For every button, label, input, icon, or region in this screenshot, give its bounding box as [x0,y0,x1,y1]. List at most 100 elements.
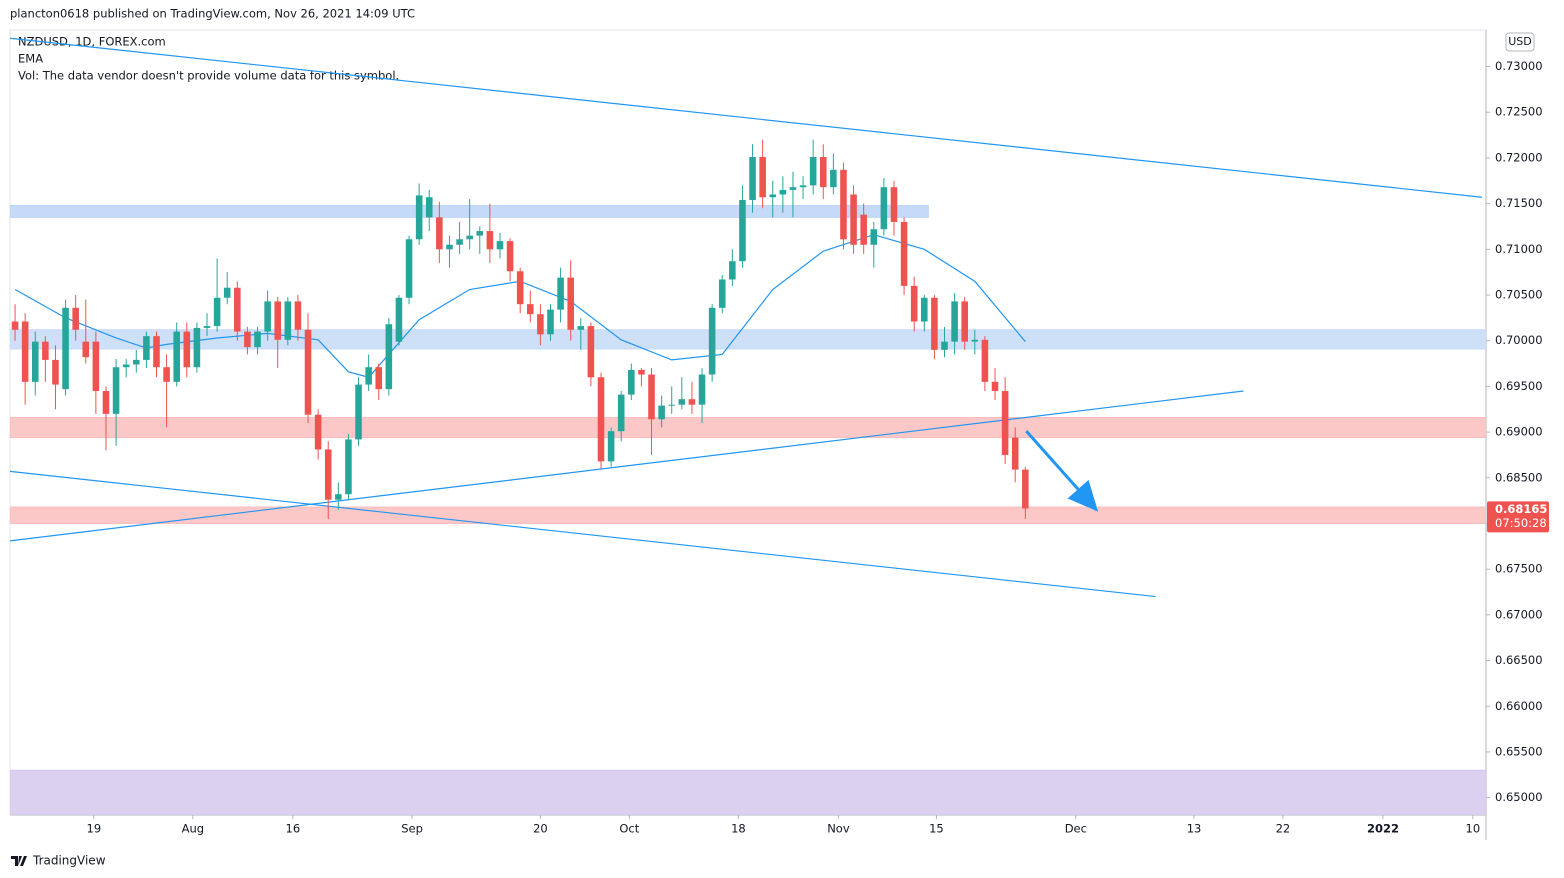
candle-body [385,324,393,390]
arrow-shaft [1025,430,1080,491]
ema-line [14,234,1026,378]
candle-body [577,326,585,330]
candle-body [496,241,504,250]
x-tick-label: Dec [1065,822,1087,836]
candle-body [11,321,19,330]
candle-body [112,367,120,414]
candle-body [607,431,615,462]
candle-body [678,399,686,405]
brand: TradingView [11,854,106,868]
candle-body [628,369,635,395]
x-tick-label: 13 [1187,822,1202,836]
candle-body [72,307,79,330]
x-tick-label: 15 [929,822,944,836]
y-tick-label: 0.72500 [1495,105,1543,119]
y-tick-label: 0.69500 [1495,379,1543,393]
candle-body [21,321,29,382]
y-tick-label: 0.65000 [1495,790,1543,804]
currency-label[interactable]: USD [1508,35,1532,48]
candle-body [900,221,908,286]
candle-body [335,494,342,500]
x-tick-label: 2022 [1367,822,1399,836]
last-price-badge [1487,501,1549,533]
x-tick-label: 19 [87,822,102,836]
x-tick-label: 18 [731,822,746,836]
last-price-label: 0.68165 [1495,502,1547,516]
candle-body [638,369,645,375]
candle-body [516,271,524,305]
candle-body [809,157,817,186]
currency-box[interactable] [1505,32,1535,52]
candle-body [133,359,140,365]
candle-body [203,326,211,328]
trendline [10,37,1483,198]
candle-body [193,327,201,368]
x-tick-label: Nov [827,822,850,836]
published-note: plancton0618 published on TradingView.co… [10,7,415,21]
trendline [10,390,1244,542]
candle-body [1011,437,1019,470]
volume-note: Vol: The data vendor doesn't provide vol… [18,69,399,83]
candle-body [365,367,372,385]
arrow-head [1067,479,1099,512]
y-tick-label: 0.73000 [1495,59,1543,73]
y-tick-label: 0.66000 [1495,699,1543,713]
zone [10,506,1486,524]
candle-body [506,241,514,272]
candle-body [567,277,574,330]
candle-body [234,287,241,332]
candle-body [910,285,918,322]
candle-body [789,187,797,190]
candle-body [405,239,413,298]
candle-body [345,439,352,495]
candle-body [466,235,473,240]
candle-body [941,341,948,350]
candle-body [648,374,655,420]
candle-body [769,194,777,198]
candle-body [244,331,251,348]
y-tick-label: 0.70000 [1495,333,1543,347]
candle-body [476,231,484,236]
candle-body [274,301,282,340]
y-tick-label: 0.71000 [1495,242,1543,256]
y-tick-label: 0.69000 [1495,425,1543,439]
symbol-label: NZDUSD, 1D, FOREX.com [18,35,166,49]
candle-body [597,377,605,462]
candle-body [324,449,332,500]
y-tick-label: 0.67500 [1495,562,1543,576]
x-tick-label: 22 [1276,822,1291,836]
candle-body [486,231,494,250]
candle-body [991,381,999,391]
candle-body [122,364,130,368]
candle-body [52,359,59,385]
candle-body [355,384,362,440]
candle-body [375,367,383,390]
candle-body [779,189,787,195]
candle-body [688,399,696,405]
x-tick-label: 10 [1466,822,1481,836]
candle-body [304,329,312,415]
x-tick-label: Aug [182,822,204,836]
candle-body [880,187,888,230]
candle-body [557,277,564,310]
candle-body [537,314,544,335]
zone [10,769,1486,815]
candle-body [163,367,170,382]
candle-body [436,217,443,250]
x-tick-label: Oct [619,822,639,836]
candle-body [587,326,595,378]
candle-body [264,301,271,332]
candle-body [1022,469,1029,509]
candle-body [1001,390,1009,455]
zone [10,416,1486,439]
candle-body [446,244,453,250]
candle-body [102,390,110,414]
candle-body [739,199,746,262]
candle-body [819,157,827,188]
y-tick-label: 0.71500 [1495,196,1543,210]
candle-body [415,195,423,240]
brand-name: TradingView [32,854,106,868]
brand-logo [11,856,27,866]
candle-body [921,297,928,322]
candle-body [658,405,665,420]
